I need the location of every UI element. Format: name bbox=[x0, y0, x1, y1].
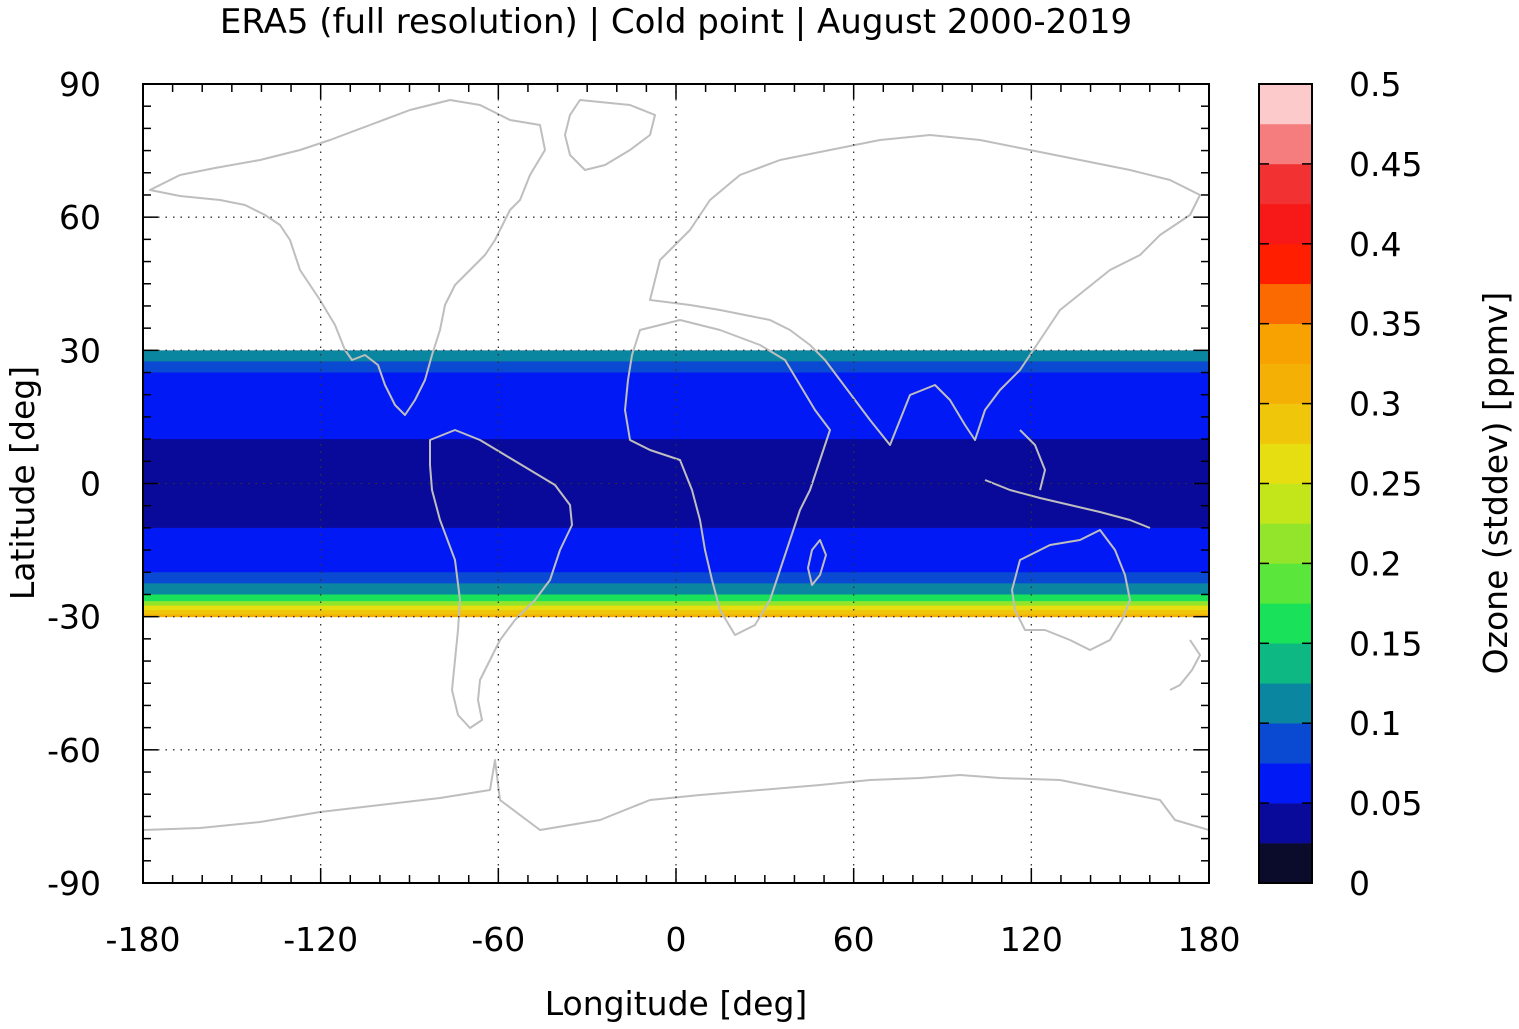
heatmap-strip bbox=[143, 594, 1209, 602]
colorbar-segment bbox=[1259, 363, 1312, 404]
heatmap-strip bbox=[143, 405, 1209, 418]
x-tick-label: 60 bbox=[833, 920, 875, 959]
x-tick-labels: -180 -120 -60 0 60 120 180 bbox=[106, 920, 1241, 959]
x-axis-label: Longitude [deg] bbox=[545, 984, 808, 1023]
coastline-africa bbox=[624, 319, 831, 636]
colorbar-segment bbox=[1259, 483, 1312, 524]
colorbar-segment bbox=[1259, 643, 1312, 684]
heatmap-strip bbox=[143, 505, 1209, 518]
coastline-south-america bbox=[429, 429, 573, 729]
coastline-maritime-continent bbox=[984, 429, 1151, 529]
heatmap-strip bbox=[143, 472, 1209, 484]
heatmap-strip bbox=[143, 538, 1209, 551]
colorbar-segment bbox=[1259, 803, 1312, 844]
heatmap-strip bbox=[143, 614, 1209, 618]
heatmap-strip bbox=[143, 583, 1209, 595]
heatmap-strip bbox=[143, 372, 1209, 385]
coastline-madagascar bbox=[807, 539, 827, 586]
heatmap-strip bbox=[143, 450, 1209, 462]
colorbar-tick-label: 0.4 bbox=[1349, 225, 1401, 264]
coastline-eurasia bbox=[649, 134, 1201, 446]
colorbar-tick-label: 0.35 bbox=[1349, 305, 1422, 344]
colorbar-tick-label: 0.25 bbox=[1349, 465, 1422, 504]
colorbar-segment bbox=[1259, 563, 1312, 604]
x-tick-label: -60 bbox=[471, 920, 525, 959]
colorbar-frame bbox=[1258, 83, 1313, 884]
grid-lines bbox=[143, 84, 1209, 883]
heatmap-strip bbox=[143, 494, 1209, 507]
heatmap-strip bbox=[143, 527, 1209, 540]
colorbar-segment bbox=[1259, 84, 1312, 125]
colorbar-tick-label: 0.1 bbox=[1349, 704, 1401, 743]
y-tick-label: 90 bbox=[59, 65, 101, 104]
colorbar-tick-label: 0.05 bbox=[1349, 784, 1422, 823]
heatmap-strip bbox=[143, 561, 1209, 573]
colorbar-segment bbox=[1259, 843, 1312, 884]
colorbar-tick-label: 0.15 bbox=[1349, 624, 1422, 663]
colorbar-segment bbox=[1259, 283, 1312, 324]
y-tick-label: -90 bbox=[47, 864, 101, 903]
heatmap-strip bbox=[143, 550, 1209, 562]
colorbar-segment bbox=[1259, 123, 1312, 165]
colorbar-segment bbox=[1259, 443, 1312, 484]
colorbar-segment bbox=[1259, 603, 1312, 644]
coastline-greenland bbox=[564, 99, 656, 171]
heatmap-strip bbox=[143, 572, 1209, 584]
colorbar-tick-label: 0.3 bbox=[1349, 385, 1401, 424]
colorbar-segment bbox=[1259, 323, 1312, 364]
y-tick-label: -30 bbox=[47, 598, 101, 637]
colorbar-segment bbox=[1259, 523, 1312, 564]
y-tick-labels: -90 -60 -30 0 30 60 90 bbox=[47, 65, 101, 903]
colorbar-segment bbox=[1259, 723, 1312, 764]
colorbar-segment bbox=[1259, 163, 1312, 205]
heatmap-strip bbox=[143, 516, 1209, 529]
y-tick-label: -60 bbox=[47, 731, 101, 770]
colorbar-tick-label: 0.2 bbox=[1349, 544, 1401, 583]
heatmap-strip bbox=[143, 601, 1209, 607]
chart-title: ERA5 (full resolution) | Cold point | Au… bbox=[220, 2, 1132, 42]
colorbar-segment bbox=[1259, 403, 1312, 444]
y-tick-label: 0 bbox=[80, 465, 101, 504]
colorbar-segment bbox=[1259, 763, 1312, 804]
coastlines bbox=[143, 99, 1209, 831]
colorbar-segment bbox=[1259, 203, 1312, 245]
y-axis-label: Latitude [deg] bbox=[3, 366, 42, 600]
coastline-australia bbox=[1011, 529, 1131, 651]
colorbar-segment bbox=[1259, 243, 1312, 285]
x-tick-label: 120 bbox=[1000, 920, 1063, 959]
x-tick-label: 180 bbox=[1178, 920, 1241, 959]
colorbar-label: Ozone (stddev) [ppmv] bbox=[1476, 292, 1515, 675]
coastline-new-zealand bbox=[1169, 639, 1201, 691]
heatmap-strip bbox=[143, 605, 1209, 611]
x-tick-label: 0 bbox=[666, 920, 687, 959]
axis-ticks bbox=[142, 83, 1210, 884]
heatmap-strip bbox=[143, 383, 1209, 396]
colorbar bbox=[1258, 83, 1313, 884]
heatmap-strip bbox=[143, 428, 1209, 440]
colorbar-tick-labels: 0 0.05 0.1 0.15 0.2 0.25 0.3 0.35 0.4 0.45 0.5 bbox=[1349, 65, 1422, 903]
y-tick-label: 30 bbox=[59, 331, 101, 370]
heatmap-strip bbox=[143, 350, 1209, 362]
y-tick-label: 60 bbox=[59, 198, 101, 237]
heatmap-strip bbox=[143, 610, 1209, 615]
colorbar-tick-label: 0 bbox=[1349, 864, 1370, 903]
coastline-antarctica bbox=[143, 759, 1209, 831]
colorbar-segment bbox=[1259, 683, 1312, 724]
coastline-north-america bbox=[149, 99, 546, 416]
x-tick-label: -120 bbox=[283, 920, 358, 959]
colorbar-tick-label: 0.5 bbox=[1349, 65, 1401, 104]
heatmap-strip bbox=[143, 394, 1209, 407]
colorbar-tick-label: 0.45 bbox=[1349, 145, 1422, 184]
heatmap-strip bbox=[143, 361, 1209, 374]
x-tick-label: -180 bbox=[106, 920, 181, 959]
